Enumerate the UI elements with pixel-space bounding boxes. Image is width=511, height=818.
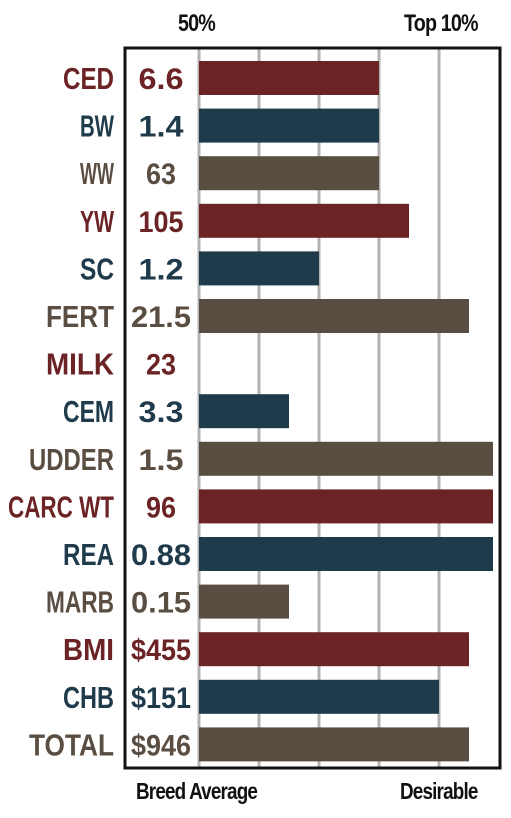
- bar-fert: [199, 299, 469, 333]
- header-right-label: Top 10%: [404, 10, 479, 37]
- bar-sc: [199, 251, 319, 286]
- trait-label: WW: [80, 156, 114, 191]
- trait-label: REA: [63, 537, 114, 572]
- trait-label: SC: [80, 251, 114, 286]
- trait-label: BW: [80, 109, 114, 144]
- bar-total: [199, 727, 469, 762]
- bar-ced: [199, 61, 379, 95]
- value-label: $946: [131, 729, 191, 762]
- value-label: 21.5: [131, 301, 191, 334]
- trait-label: MARB: [46, 585, 114, 620]
- value-label: 1.4: [139, 111, 184, 144]
- trait-label: CHB: [63, 680, 114, 715]
- value-label: 105: [139, 206, 184, 239]
- trait-labels: CED BW WW YW SC FERT MILK CEM UDDER CARC WT REA MAR…: [8, 61, 115, 762]
- bar-marb: [199, 584, 289, 619]
- bar-carc-wt: [199, 489, 493, 524]
- bar-bmi: [199, 632, 469, 667]
- bar-udder: [199, 441, 493, 476]
- footer-left-label: Breed Average: [136, 778, 258, 804]
- trait-label: BMI: [63, 632, 114, 667]
- value-label: 6.6: [139, 63, 184, 96]
- value-label: $151: [131, 682, 191, 715]
- value-label: $455: [131, 634, 191, 667]
- trait-label: YW: [80, 204, 115, 239]
- value-label: 1.5: [139, 444, 184, 477]
- chart-frame: [123, 46, 502, 770]
- trait-label: MILK: [46, 347, 115, 382]
- bar-rea: [199, 537, 493, 571]
- trait-label: TOTAL: [29, 727, 114, 762]
- trait-label: UDDER: [29, 442, 114, 477]
- value-label: 3.3: [139, 396, 184, 429]
- trait-label: CED: [63, 61, 114, 96]
- value-label: 23: [146, 349, 176, 382]
- bar-cem: [199, 394, 289, 429]
- bar-yw: [199, 203, 409, 238]
- bar-chb: [199, 679, 439, 714]
- value-label: 0.88: [131, 539, 191, 572]
- bar-ww: [199, 156, 379, 191]
- bars: [199, 61, 493, 762]
- header-left-label: 50%: [178, 10, 216, 37]
- footer-right-label: Desirable: [400, 778, 478, 804]
- trait-label: CARC WT: [8, 489, 114, 524]
- value-label: 63: [146, 158, 176, 191]
- value-label: 1.2: [139, 253, 184, 286]
- trait-label: FERT: [46, 299, 114, 334]
- bar-bw: [199, 108, 379, 143]
- trait-label: CEM: [63, 394, 114, 429]
- value-labels: 6.6 1.4 63 105 1.2 21.5 23 3.3 1.5 96 0.88 0.15 $455…: [131, 63, 191, 762]
- value-label: 0.15: [131, 587, 191, 620]
- value-label: 96: [146, 491, 176, 524]
